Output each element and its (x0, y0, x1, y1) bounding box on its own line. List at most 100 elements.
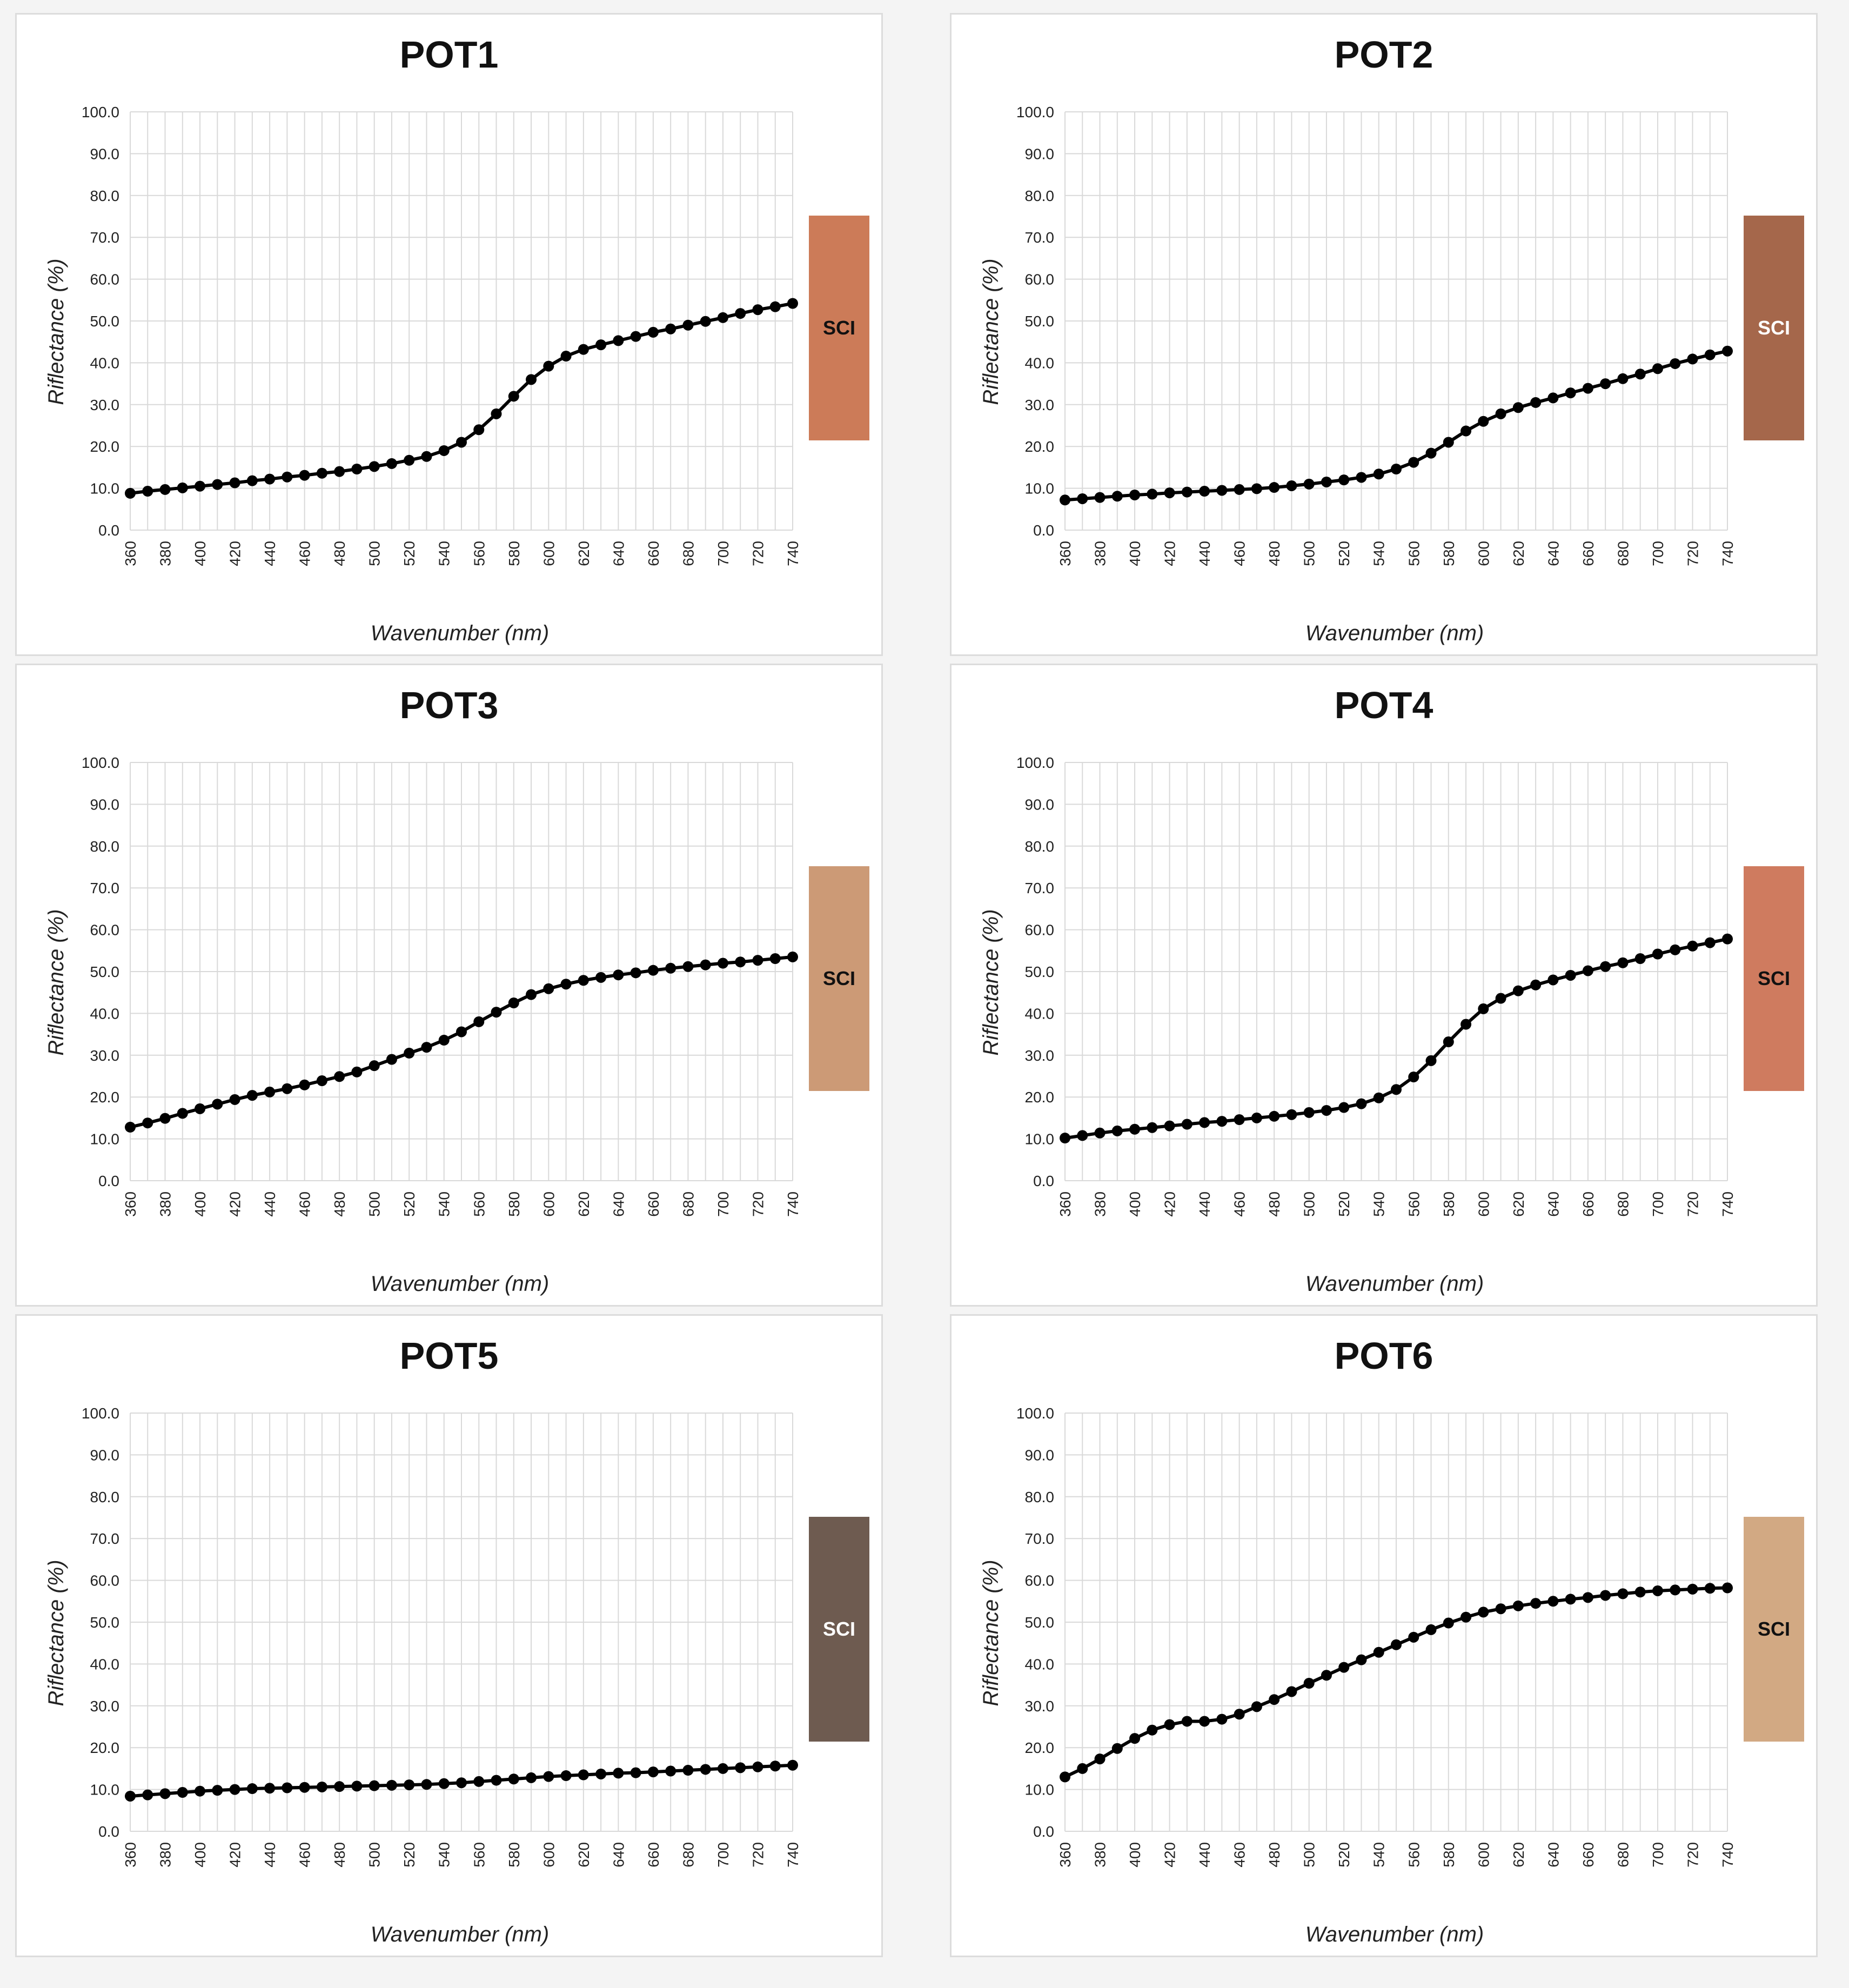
data-point (1391, 1084, 1402, 1095)
data-point (1164, 1120, 1175, 1132)
data-point (560, 1770, 572, 1782)
y-tick-label: 30.0 (90, 1047, 120, 1064)
data-point (1461, 425, 1472, 437)
y-tick-label: 70.0 (1025, 229, 1055, 246)
data-point (1303, 478, 1315, 490)
x-axis-label: Wavenumber (nm) (1305, 1923, 1484, 1946)
data-point (1060, 1133, 1070, 1144)
y-tick-label: 40.0 (90, 1656, 120, 1672)
y-axis-label: Riflectance (%) (44, 909, 68, 1055)
color-swatch: SCI (809, 216, 869, 440)
x-tick-label: 420 (227, 1192, 244, 1217)
x-axis-label: Wavenumber (nm) (371, 621, 549, 645)
data-point (630, 967, 641, 979)
y-tick-label: 30.0 (90, 1698, 120, 1715)
y-tick-label: 40.0 (90, 1005, 120, 1022)
chart-svg: POT4 0.0 10.0 20.0 30.0 40.0 50.0 60.0 70.0 80.0 9… (979, 684, 1736, 1296)
data-point (1425, 1624, 1437, 1635)
x-tick-label: 380 (1092, 1192, 1109, 1217)
y-axis-label: Riflectance (%) (979, 258, 1003, 405)
data-point (1704, 937, 1716, 948)
y-tick-label: 10.0 (1025, 1782, 1055, 1798)
data-point (491, 408, 502, 419)
x-tick-label: 500 (1301, 1842, 1318, 1867)
y-tick-label: 20.0 (1025, 1089, 1055, 1106)
x-axis-label: Wavenumber (nm) (1305, 621, 1484, 645)
x-tick-label: 360 (1057, 541, 1074, 566)
data-point (1321, 1105, 1332, 1116)
x-tick-label: 700 (1650, 1842, 1666, 1867)
x-tick-label: 640 (1545, 1192, 1562, 1217)
data-point (404, 1779, 415, 1791)
data-point (613, 335, 624, 346)
data-point (1565, 387, 1576, 399)
data-point (1512, 985, 1524, 996)
x-tick-label: 580 (1441, 541, 1457, 566)
x-tick-label: 720 (1684, 541, 1701, 566)
y-tick-label: 20.0 (1025, 1739, 1055, 1756)
y-tick-label: 90.0 (90, 1447, 120, 1463)
data-point (421, 1042, 432, 1053)
data-point (1495, 1603, 1506, 1615)
x-tick-label: 740 (1719, 1842, 1736, 1867)
data-point (1408, 457, 1419, 468)
x-tick-label: 660 (1580, 1192, 1597, 1217)
swatch-label: SCI (822, 1618, 855, 1640)
data-point (578, 975, 589, 986)
data-point (1303, 1678, 1315, 1689)
x-tick-label: 640 (610, 1842, 627, 1867)
x-tick-label: 540 (436, 1842, 453, 1867)
y-axis-label: Riflectance (%) (979, 909, 1003, 1055)
chart-panel-pot3: POT3 0.0 10.0 20.0 30.0 40.0 50.0 60.0 70.0 80.0 9… (15, 664, 883, 1307)
data-point (369, 1060, 380, 1072)
data-point (1478, 416, 1489, 427)
y-tick-label: 90.0 (1025, 145, 1055, 162)
data-point (630, 1767, 641, 1778)
x-tick-label: 740 (785, 1192, 801, 1217)
x-tick-label: 380 (157, 1842, 174, 1867)
x-tick-label: 600 (540, 1842, 557, 1867)
x-tick-label: 700 (1650, 1192, 1666, 1217)
data-point (1094, 492, 1106, 503)
data-point (491, 1007, 502, 1018)
data-point (1321, 476, 1332, 487)
data-point (473, 424, 485, 436)
data-point (1338, 1102, 1350, 1113)
x-tick-label: 400 (192, 1842, 209, 1867)
y-tick-label: 10.0 (90, 480, 120, 497)
data-point (1565, 969, 1576, 981)
data-point (264, 1783, 276, 1794)
chart-title: POT3 (400, 684, 499, 726)
swatch-label: SCI (822, 967, 855, 989)
data-point (1634, 1587, 1646, 1598)
data-point (543, 1771, 554, 1782)
data-point (491, 1775, 502, 1786)
y-tick-label: 20.0 (1025, 438, 1055, 455)
x-tick-label: 640 (1545, 1842, 1562, 1867)
swatch-label: SCI (1757, 317, 1790, 339)
data-point (1443, 1617, 1454, 1629)
data-point (1060, 494, 1070, 506)
chart-svg: POT1 0.0 10.0 20.0 30.0 40.0 50.0 60.0 70.0 80.0 9… (44, 34, 801, 645)
data-point (212, 1099, 223, 1110)
data-point (613, 1768, 624, 1779)
data-point (717, 312, 728, 323)
x-tick-label: 380 (157, 541, 174, 566)
color-swatch: SCI (809, 1517, 869, 1742)
data-point (508, 1773, 519, 1785)
data-point (1234, 1709, 1245, 1720)
x-tick-label: 480 (1266, 1192, 1283, 1217)
data-point (1634, 369, 1646, 380)
data-point (212, 479, 223, 490)
data-point (1129, 1733, 1141, 1744)
data-point (1687, 1583, 1698, 1595)
x-tick-label: 560 (1405, 1192, 1422, 1217)
data-point (1077, 1130, 1088, 1141)
data-point (717, 958, 728, 969)
data-point (456, 1777, 467, 1789)
x-tick-label: 620 (575, 1192, 592, 1217)
y-axis-label: Riflectance (%) (44, 1559, 68, 1706)
x-tick-label: 660 (645, 1842, 662, 1867)
data-point (769, 1761, 781, 1772)
data-point (1652, 948, 1663, 960)
